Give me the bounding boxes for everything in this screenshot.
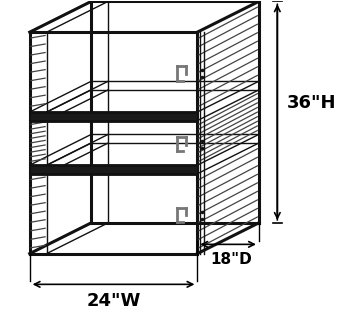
Text: 18"D: 18"D: [210, 252, 252, 267]
Text: 24"W: 24"W: [86, 292, 141, 310]
Bar: [30, 165, 197, 174]
Bar: [30, 112, 197, 121]
Text: 36"H: 36"H: [287, 94, 336, 112]
